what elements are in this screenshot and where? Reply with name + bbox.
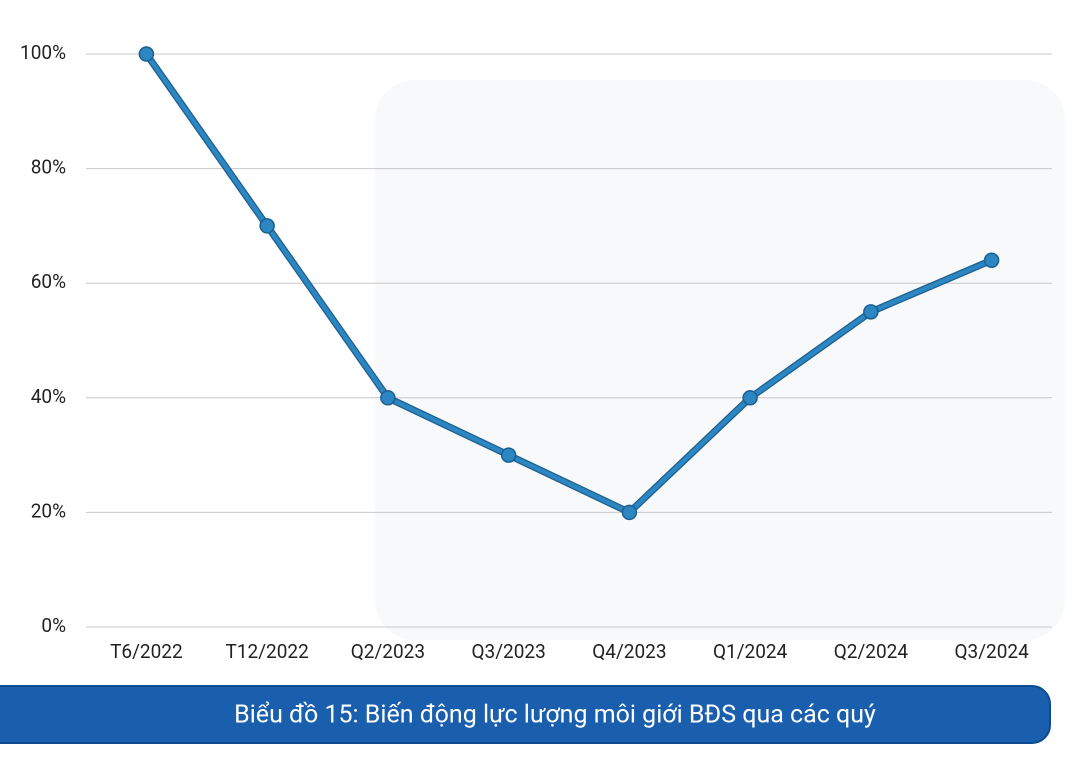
marker [138,46,155,62]
x-tick-label: Q4/2023 [592,640,666,663]
x-tick-label: Q1/2024 [713,640,788,663]
y-tick-label: 20% [31,499,66,522]
marker [863,304,879,320]
x-tick-label: Q3/2023 [471,640,545,663]
x-tick-label: T6/2022 [110,640,183,663]
x-tick-label: Q3/2024 [954,640,1029,663]
marker [742,390,758,406]
x-tick-label: T12/2022 [226,640,309,663]
x-tick-label: Q2/2023 [351,640,425,663]
y-tick-label: 40% [31,385,66,408]
y-tick-label: 100% [20,41,66,64]
marker [380,390,396,406]
chart-title: Biểu đồ 15: Biến động lực lượng môi giới… [234,701,876,730]
marker [621,504,638,521]
y-tick-label: 60% [31,270,66,293]
y-tick-label: 0% [41,614,66,637]
marker [259,218,275,234]
x-tick-label: Q2/2024 [834,640,909,663]
watermark [375,80,1065,640]
marker [983,252,1000,269]
y-tick-label: 80% [31,156,66,179]
caption-bar [0,685,1051,744]
marker [500,447,517,463]
line [144,52,993,515]
